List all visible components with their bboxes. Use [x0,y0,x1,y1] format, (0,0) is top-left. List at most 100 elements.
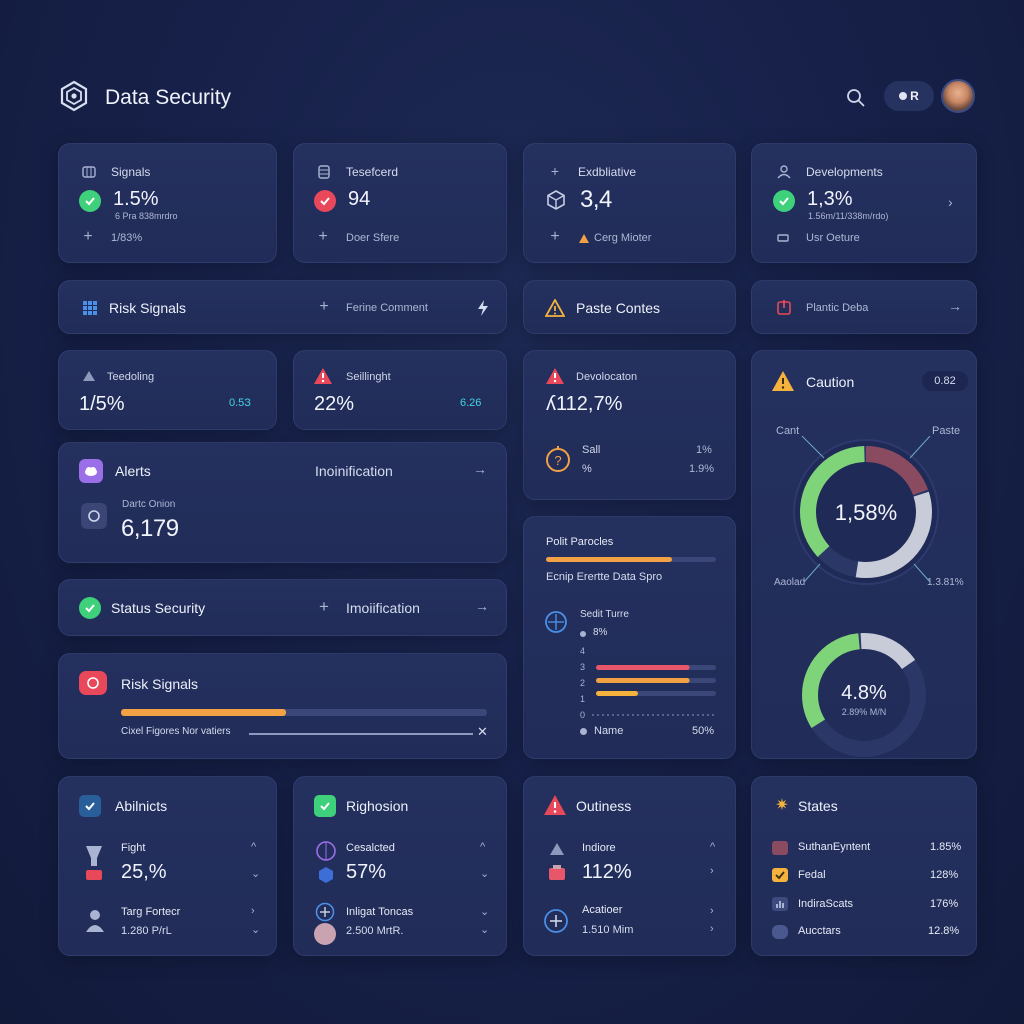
donut1-label-br: 1.3.81% [927,577,964,588]
card-title: Developments [806,165,883,179]
bolt-icon[interactable] [475,299,491,317]
row-value: 12.8% [928,925,960,937]
polit-card[interactable]: Polit Parocles Ecnip Erertte Data Spro S… [523,516,736,759]
exdbliative-card[interactable]: + Exdbliative 3,4 + Cerg Mioter [523,143,736,263]
toggle-icon [899,92,908,100]
card-title: Exdbliative [578,165,637,179]
card-title: Devolocaton [576,371,638,383]
sparkle-icon: ✷ [775,797,789,814]
row-value-1: 1% [696,444,712,456]
card-caption: Ecnip Erertte Data Spro [546,571,663,583]
target-icon [314,839,338,863]
header-toggle[interactable]: R [884,81,934,111]
donut-chart-1: 1,58% [793,436,939,585]
cloud-icon [79,459,103,483]
plus-icon[interactable]: + [550,228,560,245]
alert-triangle-icon [542,793,568,817]
arrow-right-icon[interactable]: › [710,865,714,877]
arrow-right-icon[interactable]: › [710,923,714,935]
arrow-right-icon[interactable]: › [948,194,953,210]
legend-label: Name [594,725,624,737]
donut1-label-tl: Cant [776,425,800,437]
search-icon[interactable] [844,86,868,110]
donut-segment [800,446,932,578]
arrow-right-icon[interactable]: → [475,598,489,614]
close-icon[interactable]: ✕ [477,724,488,739]
card-value: 22% [314,393,355,415]
caution-card[interactable]: Caution 0.82 Cant Paste Aaolad 1.3.81% 1… [751,350,977,759]
states-card[interactable]: ✷ States SuthanEyntent 1.85% Fedal 128% … [751,776,977,956]
card-title: Tesefcerd [346,165,399,179]
card-title: Signals [111,165,151,179]
status-security-card[interactable]: Status Security + Imoiification → [58,579,507,636]
tesefcerd-card[interactable]: Tesefcerd 94 + Doer Sfere [293,143,507,263]
polit-progress-fill [546,557,672,562]
plus-circle-icon [314,901,336,923]
teedoling-card[interactable]: Teedoling 1/5% 0.5З [58,350,277,430]
card-title: Teedoling [107,371,155,383]
outiness-card[interactable]: Outiness Indiore 112% ^ › Acatioer 1.510… [523,776,736,956]
donut-chart-2: 4.8% 2.89% M/N [802,633,926,757]
risk-signals-card[interactable]: Risk Signals Cixel Figores Nor vatiers ✕ [58,653,507,759]
chevron-down-icon[interactable]: ⌄ [480,868,490,880]
bar-action[interactable]: Ferine Comment [346,302,428,314]
chevron-down-icon[interactable]: ⌄ [251,924,261,936]
signals-card[interactable]: Signals 1.5% 6 Pra 838mrdro + 1/83% [58,143,277,263]
alert-triangle-icon [312,366,334,386]
chevron-up-icon[interactable]: ^ [710,841,716,853]
abilnicts-card[interactable]: Abilnicts Fight 25,% ^ ⌄ Targ Fortecr 1.… [58,776,277,956]
shield-logo-icon [60,80,88,112]
card-value: 1,3% [807,188,853,210]
avatar[interactable] [941,79,975,113]
arrow-right-icon[interactable]: → [948,298,962,314]
grid-icon [81,299,99,317]
plus-icon[interactable]: + [318,228,328,245]
chevron-up-icon[interactable]: ^ [251,841,257,853]
arrow-right-icon[interactable]: › [251,905,255,917]
card-value: 6,179 [121,515,179,542]
chevron-down-icon[interactable]: ⌄ [480,906,490,918]
plus-icon[interactable]: + [319,298,329,315]
donut2-center-label: 4.8% [841,682,887,704]
donut-segment [800,446,932,578]
app-logo[interactable] [58,80,90,112]
alert-triangle-icon [544,366,566,386]
plus-icon[interactable]: + [83,228,93,245]
sub-title: Sedit Turre [580,609,629,620]
developments-card[interactable]: Developments 1,3% 1.56m/11/338m/rdo) › U… [751,143,977,263]
folder-icon [772,841,788,855]
row-value-2: 1.9% [689,463,715,475]
row-label-1: Sall [582,444,601,456]
row2-value: 1.510 Mim [582,924,634,936]
warning-icon [544,298,566,318]
database-icon [772,925,788,939]
plantic-deba-card[interactable]: Plantic Deba → [751,280,977,334]
righosion-card[interactable]: Righosion Cesalcted 57% ^ ⌄ Inligat Tonc… [293,776,507,956]
donut-segment [800,446,932,578]
card-value: 94 [348,188,371,210]
card-title: Righosion [346,798,409,814]
user-warning-icon [83,907,107,935]
paste-contes-card[interactable]: Paste Contes [523,280,736,334]
devolocation-card[interactable]: Devolocaton ʎ112,7% ? Sall % 1% 1.9% [523,350,736,500]
card-title: Alerts [115,463,151,479]
seillinght-card[interactable]: Seillinght 22% 6.26 [293,350,507,430]
card-title: Paste Contes [576,300,661,316]
risk-signals-bar[interactable]: Risk Signals + Ferine Comment [58,280,507,334]
alerts-card[interactable]: Alerts Inoinification → Dartc Onion 6,17… [58,442,507,563]
arrow-right-icon[interactable]: › [710,905,714,917]
row-value: 176% [930,898,959,910]
row2-label: Acatioer [582,904,623,916]
chevron-down-icon[interactable]: ⌄ [251,868,261,880]
donut2-sub-label: 2.89% M/N [842,707,887,717]
bar [596,678,690,683]
legend-value: 50% [692,725,715,737]
check-square-icon [79,795,101,817]
chevron-up-icon[interactable]: ^ [480,841,486,853]
chevron-down-icon[interactable]: ⌄ [480,924,490,936]
polit-bar-chart: 4 3 2 1 0 [580,647,716,719]
arrow-right-icon[interactable]: → [473,461,487,477]
alert-small-icon [578,233,590,243]
card-foot: 1/83% [111,232,143,244]
plus-icon[interactable]: + [319,597,329,616]
